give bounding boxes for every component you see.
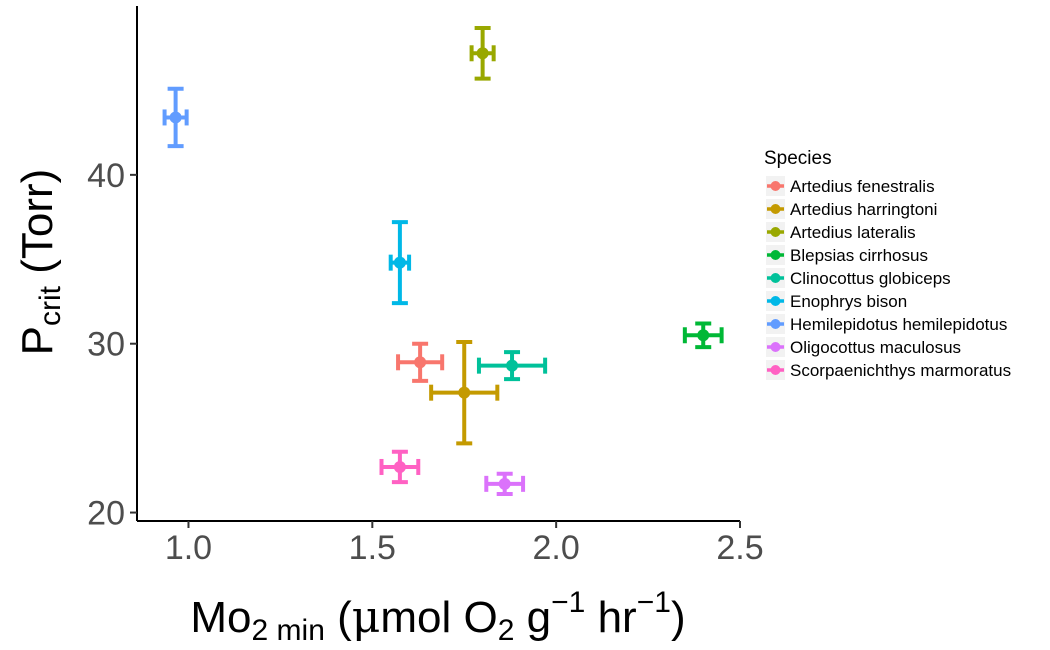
legend-key-point — [770, 365, 781, 375]
y-axis-title: Pcrit (Torr) — [13, 169, 67, 356]
x-tick-label: 2.0 — [533, 529, 580, 567]
data-point-group — [476, 350, 548, 382]
y-tick-label: 40 — [87, 157, 125, 195]
legend-label: Hemilepidotus hemilepidotus — [790, 315, 1007, 334]
legend-item: Artedius lateralis — [766, 222, 916, 242]
data-point — [414, 356, 427, 369]
data-point-group — [396, 341, 445, 383]
legend-item: Blepsias cirrhosus — [766, 245, 928, 265]
plot-marks — [162, 25, 724, 496]
data-point-group — [388, 220, 412, 306]
legend-key-point — [770, 273, 781, 283]
legend-label: Artedius fenestralis — [790, 177, 935, 196]
legend-label: Artedius lateralis — [790, 223, 916, 242]
legend-item: Hemilepidotus hemilepidotus — [766, 314, 1007, 334]
legend-label: Enophrys bison — [790, 292, 907, 311]
data-point-group — [379, 449, 421, 485]
legend-item: Enophrys bison — [766, 291, 907, 311]
data-point-group — [484, 471, 526, 496]
legend-label: Oligocottus maculosus — [790, 338, 961, 357]
x-axis-ticks: 1.0 1.5 2.0 2.5 — [165, 521, 764, 567]
legend-key-point — [770, 181, 781, 191]
data-point — [697, 329, 710, 342]
legend-item: Artedius fenestralis — [766, 176, 935, 196]
y-tick-label: 20 — [87, 495, 125, 533]
legend-key-point — [770, 250, 781, 260]
data-point — [458, 386, 471, 399]
data-point — [169, 111, 182, 124]
data-point — [506, 359, 519, 372]
y-tick-label: 30 — [87, 326, 125, 364]
data-point-group — [429, 340, 500, 446]
legend-item: Clinocottus globiceps — [766, 268, 951, 288]
legend-item: Oligocottus maculosus — [766, 337, 961, 357]
legend-key-point — [770, 319, 781, 329]
legend-key-point — [770, 342, 781, 352]
legend-item: Scorpaenichthys marmoratus — [766, 360, 1011, 380]
legend-label: Scorpaenichthys marmoratus — [790, 361, 1011, 380]
legend-key-point — [770, 227, 781, 237]
legend-items: Artedius fenestralis Artedius harringtoni… — [766, 176, 1011, 380]
legend-key-point — [770, 296, 781, 306]
data-point — [476, 47, 489, 60]
legend-label: Clinocottus globiceps — [790, 269, 951, 288]
legend-item: Artedius harringtoni — [766, 199, 937, 219]
y-axis-ticks: 20 30 40 — [87, 157, 137, 533]
data-point-group — [162, 86, 189, 149]
x-tick-label: 1.5 — [349, 529, 396, 567]
legend-label: Blepsias cirrhosus — [790, 246, 928, 265]
x-tick-label: 1.0 — [165, 529, 212, 567]
legend-title: Species — [764, 148, 832, 169]
data-point — [498, 477, 511, 490]
x-axis-title: Mo2 min (μmol O2 g−1 hr−1) — [190, 586, 685, 647]
data-point-group — [682, 321, 724, 350]
legend: Species Artedius fenestralis Artedius har… — [764, 148, 1011, 380]
legend-label: Artedius harringtoni — [790, 200, 937, 219]
x-tick-label: 2.5 — [716, 529, 763, 567]
data-point — [393, 460, 406, 473]
data-point — [393, 256, 406, 269]
legend-key-point — [770, 204, 781, 214]
data-point-group — [469, 25, 496, 81]
